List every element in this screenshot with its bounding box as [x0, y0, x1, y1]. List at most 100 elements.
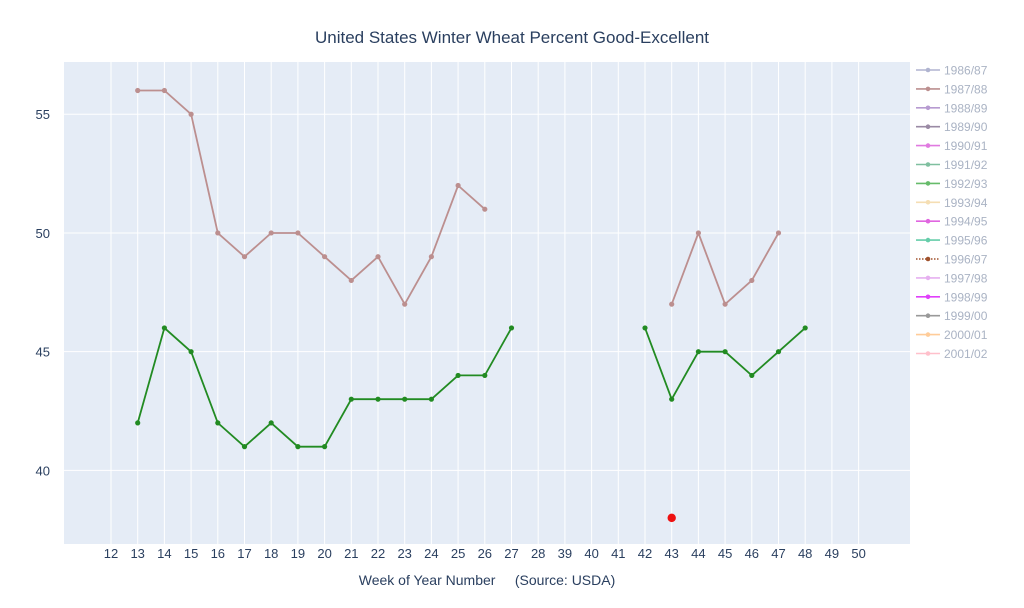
legend-item[interactable]: 1987/88: [916, 82, 988, 96]
data-point: [268, 230, 274, 236]
x-tick-label: 44: [691, 546, 705, 561]
legend-item[interactable]: 1991/92: [916, 158, 988, 172]
x-tick-label: 47: [771, 546, 785, 561]
legend-label: 1994/95: [944, 215, 988, 229]
data-point: [642, 325, 648, 331]
legend-swatch-marker: [925, 67, 931, 73]
data-point: [775, 230, 782, 236]
x-tick-label: 19: [291, 546, 305, 561]
data-point: [775, 349, 782, 355]
data-point: [348, 396, 354, 402]
data-point: [428, 254, 434, 260]
x-tick-label: 14: [157, 546, 171, 561]
data-point: [188, 349, 194, 355]
legend-swatch-marker: [925, 332, 931, 337]
x-tick-label: 42: [638, 546, 652, 561]
x-tick-label: 27: [504, 546, 518, 561]
legend-label: 2000/01: [944, 328, 988, 342]
y-tick-label: 55: [36, 107, 50, 122]
data-point: [241, 444, 248, 450]
legend-swatch-marker: [925, 124, 931, 129]
legend-item[interactable]: 1999/00: [916, 309, 988, 323]
data-point: [322, 444, 328, 450]
data-point: [135, 87, 141, 94]
legend-label: 1990/91: [944, 139, 988, 153]
data-point: [669, 301, 675, 307]
legend-swatch-marker: [925, 86, 931, 92]
x-tick-label: 49: [825, 546, 839, 561]
data-point: [695, 230, 702, 236]
y-tick-label: 40: [36, 463, 50, 478]
x-axis-title: Week of Year Number (Source: USDA): [359, 572, 616, 588]
data-point: [241, 254, 248, 260]
x-tick-label: 46: [745, 546, 759, 561]
data-point: [188, 111, 194, 117]
x-axis-tick-labels: 12 13 14 15 16 17 18 19 20 21 22 23 24 25 26 27 28 39 40 41…: [104, 546, 866, 561]
legend-item[interactable]: 1990/91: [916, 139, 988, 153]
data-point: [161, 87, 167, 94]
data-point: [135, 420, 141, 426]
x-tick-label: 50: [851, 546, 865, 561]
data-point: [722, 349, 728, 355]
legend-swatch-marker: [925, 181, 931, 186]
x-tick-label: 20: [317, 546, 331, 561]
legend-item[interactable]: 1986/87: [916, 64, 988, 78]
legend-item[interactable]: 2001/02: [916, 347, 988, 361]
legend-swatch-marker: [925, 313, 931, 319]
legend-label: 1988/89: [944, 101, 988, 115]
x-tick-label: 39: [558, 546, 572, 561]
data-point: [482, 372, 488, 379]
data-point: [268, 420, 274, 426]
data-point: [402, 301, 408, 307]
data-point: [802, 325, 808, 331]
x-tick-label: 21: [344, 546, 358, 561]
data-point: [215, 230, 221, 236]
legend-item[interactable]: 1995/96: [916, 234, 988, 248]
data-point: [428, 396, 434, 402]
x-tick-label: 22: [371, 546, 385, 561]
legend-item[interactable]: 1993/94: [916, 196, 988, 210]
data-point: [161, 325, 167, 331]
legend-swatch-marker: [925, 200, 931, 205]
legend-label: 1997/98: [944, 271, 988, 285]
legend-label: 1996/97: [944, 253, 988, 267]
legend-label: 1986/87: [944, 64, 988, 78]
legend-item[interactable]: 1996/97: [916, 253, 988, 267]
legend-label: 1987/88: [944, 82, 988, 96]
x-tick-label: 45: [718, 546, 732, 561]
data-point: [375, 254, 381, 260]
legend-item[interactable]: 1998/99: [916, 290, 988, 304]
legend-label: 1989/90: [944, 120, 988, 134]
legend-item[interactable]: 2000/01: [916, 328, 988, 342]
legend-label: 1999/00: [944, 309, 988, 323]
legend[interactable]: 1986/87 1987/88 1988/89 1989/90 1990/91 1991/…: [916, 64, 988, 362]
legend-item[interactable]: 1997/98: [916, 271, 988, 285]
chart-title: United States Winter Wheat Percent Good-…: [315, 28, 709, 47]
x-tick-label: 15: [184, 546, 198, 561]
data-point: [749, 277, 755, 284]
legend-label: 1998/99: [944, 290, 988, 304]
data-point: [722, 301, 728, 307]
x-tick-label: 28: [531, 546, 545, 561]
x-tick-label: 12: [104, 546, 118, 561]
data-point: [402, 396, 408, 402]
y-axis-tick-labels: 40 45 50 55: [36, 107, 50, 478]
legend-item[interactable]: 1992/93: [916, 177, 988, 191]
legend-swatch-marker: [925, 351, 931, 356]
legend-item[interactable]: 1988/89: [916, 101, 988, 115]
y-tick-label: 45: [36, 345, 50, 360]
x-tick-label: 13: [130, 546, 144, 561]
legend-item[interactable]: 1994/95: [916, 215, 988, 229]
x-tick-label: 26: [478, 546, 492, 561]
data-point: [667, 513, 676, 523]
legend-swatch-marker: [925, 143, 931, 148]
legend-item[interactable]: 1989/90: [916, 120, 988, 134]
x-tick-label: 16: [211, 546, 225, 561]
x-tick-label: 23: [397, 546, 411, 561]
x-tick-label: 17: [237, 546, 251, 561]
x-tick-label: 48: [798, 546, 812, 561]
x-tick-label: 18: [264, 546, 278, 561]
x-tick-label: 41: [611, 546, 625, 561]
legend-label: 2001/02: [944, 347, 988, 361]
